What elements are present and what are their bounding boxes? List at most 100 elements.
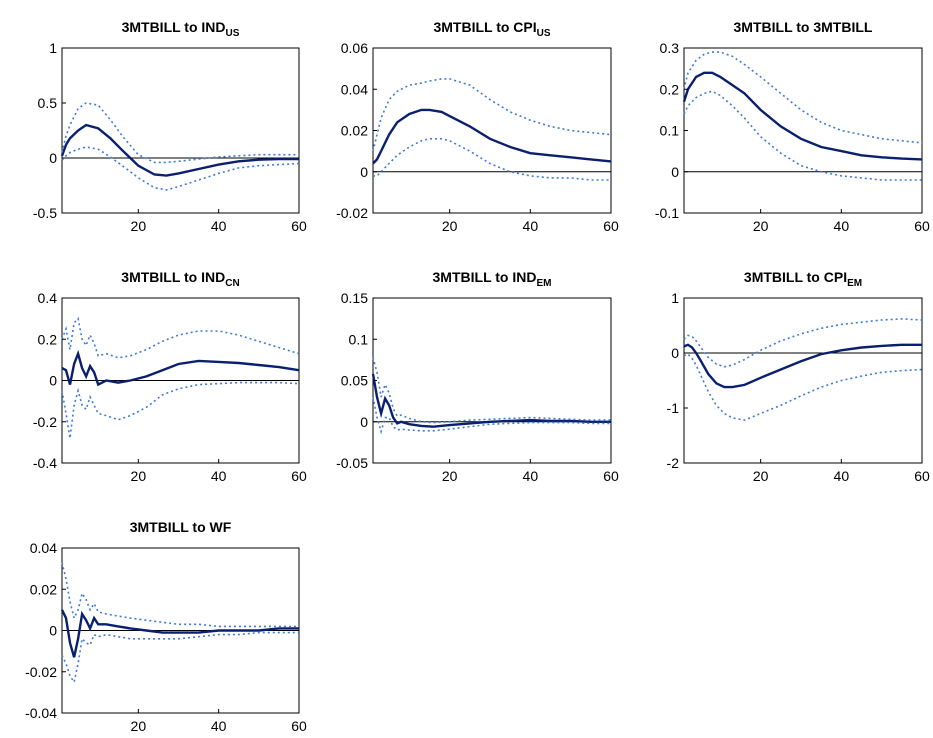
x-tick-label: 20	[131, 218, 147, 234]
panel-7: 20 40 60 -0.04 -0.02 0 0.02 0.04 3MTBILL to WF	[25, 519, 307, 734]
chart-title: 3MTBILL to CPIEM	[744, 269, 862, 289]
chart-title-subscript: EM	[536, 278, 551, 289]
y-tick-label: 0.02	[30, 581, 57, 597]
panel-6: 20 40 60 -2 -1 0 1 3MTBILL to CPIEM	[667, 269, 930, 484]
y-tick-label: 0.2	[38, 331, 58, 347]
x-tick-label: 60	[914, 218, 930, 234]
x-tick-label: 20	[753, 468, 769, 484]
x-tick-label: 60	[603, 468, 619, 484]
y-tick-label: 0.2	[660, 81, 680, 97]
y-tick-label: 0.05	[341, 373, 368, 389]
y-tick-label: 0	[671, 164, 679, 180]
chart-title-main: 3MTBILL to IND	[433, 269, 537, 285]
series-line-lower	[61, 631, 299, 685]
series-line-lower	[683, 90, 922, 181]
series-line-irf	[371, 373, 611, 428]
y-tick-label: -0.02	[336, 205, 368, 221]
series-line-lower	[372, 396, 611, 435]
x-tick-label: 40	[211, 468, 227, 484]
y-tick-label: 1	[49, 40, 57, 56]
chart-title-main: 3MTBILL to 3MTBILL	[734, 19, 873, 35]
x-tick-label: 40	[834, 468, 850, 484]
panel-1: 20 40 60 -0.5 0 0.5 1 3MTBILL to INDUS	[33, 19, 307, 234]
y-tick-label: 0.1	[660, 123, 680, 139]
y-tick-label: 0	[360, 414, 368, 430]
chart-title-main: 3MTBILL to IND	[122, 19, 226, 35]
x-tick-label: 20	[442, 218, 458, 234]
x-tick-label: 60	[291, 218, 307, 234]
x-tick-label: 20	[442, 468, 458, 484]
x-tick-label: 60	[291, 468, 307, 484]
series-line-upper	[683, 318, 923, 368]
y-tick-label: -0.5	[33, 205, 57, 221]
y-tick-label: 0.3	[660, 40, 680, 56]
series-line-irf	[682, 71, 923, 161]
y-tick-label: 1	[671, 290, 679, 306]
x-tick-label: 20	[131, 468, 147, 484]
chart-title-main: 3MTBILL to IND	[121, 269, 225, 285]
y-tick-label: -0.05	[336, 455, 368, 471]
y-tick-label: 0	[360, 164, 368, 180]
series-line-upper	[61, 316, 300, 359]
axes-box	[683, 297, 923, 464]
x-tick-label: 20	[753, 218, 769, 234]
x-tick-label: 20	[131, 718, 147, 734]
chart-title-main: 3MTBILL to WF	[130, 519, 232, 535]
y-tick-label: 0.5	[38, 95, 58, 111]
y-tick-label: 0	[49, 373, 57, 389]
chart-title-subscript: US	[537, 28, 551, 39]
series-line-upper	[61, 562, 299, 628]
chart-title-main: 3MTBILL to CPI	[433, 19, 536, 35]
axes-box	[61, 47, 300, 214]
x-tick-label: 60	[603, 218, 619, 234]
y-tick-label: 0.04	[30, 540, 57, 556]
series-line-lower	[683, 353, 923, 421]
x-tick-label: 60	[291, 718, 307, 734]
series-line-lower	[373, 138, 611, 181]
panel-2: 20 40 60 -0.02 0 0.02 0.04 0.06 3MTBILL to CPIUS	[336, 19, 619, 234]
y-tick-label: -1	[667, 400, 680, 416]
series-line-upper	[372, 357, 611, 424]
x-tick-label: 60	[914, 468, 930, 484]
y-tick-label: 0.1	[349, 331, 369, 347]
y-tick-label: 0	[49, 150, 57, 166]
chart-title-subscript: CN	[225, 278, 239, 289]
x-tick-label: 40	[834, 218, 850, 234]
series-line-irf	[372, 108, 612, 165]
chart-title-subscript: US	[226, 28, 240, 39]
y-tick-label: -0.02	[25, 664, 57, 680]
x-tick-label: 40	[523, 468, 539, 484]
y-tick-label: 0.06	[341, 40, 368, 56]
chart-title: 3MTBILL to INDCN	[121, 269, 239, 289]
x-tick-label: 40	[211, 218, 227, 234]
chart-title: 3MTBILL to INDUS	[122, 19, 240, 39]
chart-title: 3MTBILL to INDEM	[433, 269, 552, 289]
axes-box	[683, 47, 923, 214]
y-tick-label: 0.4	[38, 290, 58, 306]
chart-title: 3MTBILL to WF	[130, 519, 232, 535]
chart-title-subscript: EM	[847, 278, 862, 289]
x-tick-label: 40	[211, 718, 227, 734]
panel-4: 20 40 60 -0.4 -0.2 0 0.2 0.4 3MTBILL to INDCN	[33, 269, 307, 484]
x-tick-label: 40	[523, 218, 539, 234]
series-line-irf	[60, 123, 299, 177]
y-tick-label: 0.02	[341, 123, 368, 139]
panel-3: 20 40 60 -0.1 0 0.1 0.2 0.3 3MTBILL to 3MTBILL	[655, 19, 930, 234]
series-line-irf	[683, 343, 922, 389]
y-tick-label: 0.15	[341, 290, 368, 306]
y-tick-label: 0.04	[341, 81, 368, 97]
y-tick-label: 0	[671, 345, 679, 361]
chart-title-main: 3MTBILL to CPI	[744, 269, 847, 285]
y-tick-label: -0.4	[33, 455, 57, 471]
axes-box	[372, 297, 612, 464]
y-tick-label: -0.2	[33, 414, 57, 430]
series-line-upper	[61, 102, 299, 164]
y-tick-label: -0.04	[25, 705, 57, 721]
series-line-irf	[61, 349, 300, 387]
series-line-upper	[683, 51, 923, 144]
chart-title: 3MTBILL to 3MTBILL	[734, 19, 873, 35]
y-tick-label: 0	[49, 623, 57, 639]
series-line-irf	[60, 609, 299, 658]
axes-box	[372, 47, 612, 214]
